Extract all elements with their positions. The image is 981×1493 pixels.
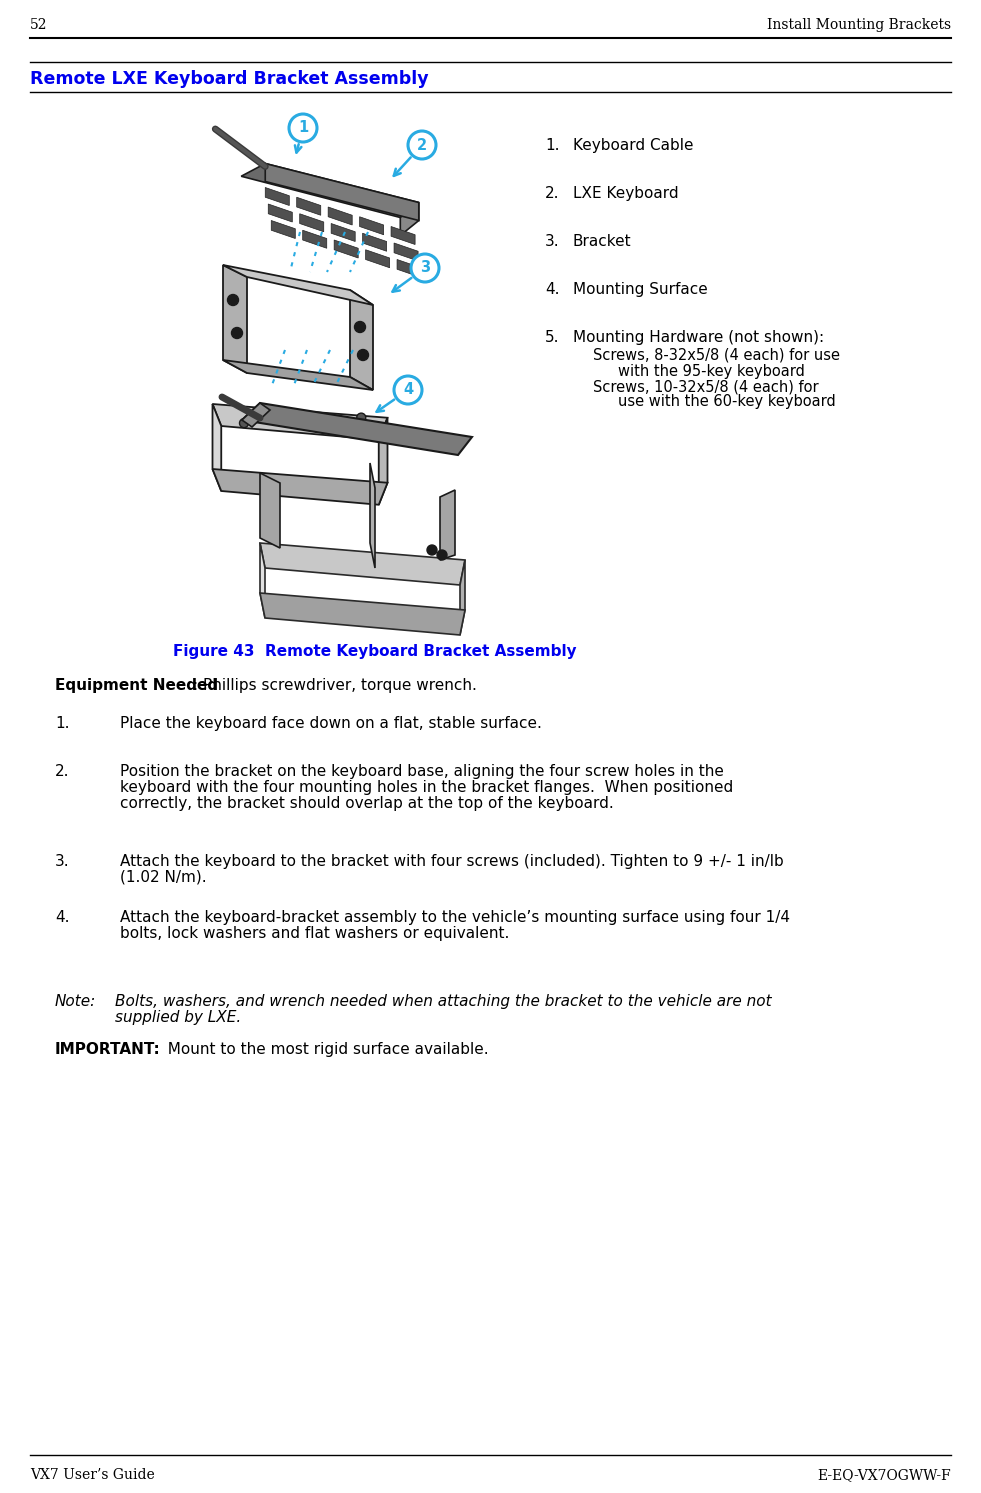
Circle shape: [232, 327, 242, 339]
Circle shape: [408, 131, 436, 158]
Text: 4.: 4.: [545, 282, 559, 297]
Text: bolts, lock washers and flat washers or equivalent.: bolts, lock washers and flat washers or …: [120, 926, 509, 941]
Text: supplied by LXE.: supplied by LXE.: [115, 1009, 241, 1026]
Circle shape: [427, 545, 437, 555]
Circle shape: [354, 321, 366, 333]
Text: IMPORTANT:: IMPORTANT:: [55, 1042, 161, 1057]
Polygon shape: [335, 240, 358, 258]
Text: Figure 43  Remote Keyboard Bracket Assembly: Figure 43 Remote Keyboard Bracket Assemb…: [174, 643, 577, 658]
Polygon shape: [265, 188, 289, 206]
Text: Keyboard Cable: Keyboard Cable: [573, 137, 694, 152]
Polygon shape: [397, 260, 421, 278]
Circle shape: [394, 376, 422, 405]
Polygon shape: [260, 473, 280, 548]
Polygon shape: [223, 264, 247, 373]
Text: Place the keyboard face down on a flat, stable surface.: Place the keyboard face down on a flat, …: [120, 717, 542, 732]
Polygon shape: [460, 560, 465, 635]
Text: Attach the keyboard to the bracket with four screws (included). Tighten to 9 +/-: Attach the keyboard to the bracket with …: [120, 854, 784, 869]
Text: E-EQ-VX7OGWW-F: E-EQ-VX7OGWW-F: [817, 1468, 951, 1483]
Text: 4.: 4.: [55, 911, 70, 926]
Text: Mounting Hardware (not shown):: Mounting Hardware (not shown):: [573, 330, 824, 345]
Polygon shape: [300, 213, 324, 231]
Polygon shape: [260, 543, 465, 585]
Circle shape: [228, 294, 238, 306]
Polygon shape: [440, 490, 455, 560]
Polygon shape: [391, 227, 415, 245]
Text: : Phillips screwdriver, torque wrench.: : Phillips screwdriver, torque wrench.: [193, 678, 477, 693]
Polygon shape: [366, 249, 389, 267]
Text: Note:: Note:: [55, 994, 96, 1009]
Circle shape: [357, 414, 366, 423]
Polygon shape: [223, 264, 373, 305]
Polygon shape: [213, 405, 222, 491]
Text: (1.02 N/m).: (1.02 N/m).: [120, 870, 207, 885]
Polygon shape: [379, 418, 387, 505]
Circle shape: [239, 418, 248, 427]
Polygon shape: [268, 205, 292, 222]
Polygon shape: [303, 230, 327, 248]
Polygon shape: [360, 216, 384, 234]
Polygon shape: [241, 164, 419, 218]
Circle shape: [289, 113, 317, 142]
Text: LXE Keyboard: LXE Keyboard: [573, 187, 679, 202]
Text: Remote LXE Keyboard Bracket Assembly: Remote LXE Keyboard Bracket Assembly: [30, 70, 429, 88]
Text: 52: 52: [30, 18, 47, 31]
Text: Install Mounting Brackets: Install Mounting Brackets: [767, 18, 951, 31]
Circle shape: [317, 415, 326, 424]
Polygon shape: [332, 224, 355, 242]
Text: 2.: 2.: [545, 187, 559, 202]
Polygon shape: [213, 405, 387, 440]
Text: Mount to the most rigid surface available.: Mount to the most rigid surface availabl…: [158, 1042, 489, 1057]
Text: Position the bracket on the keyboard base, aligning the four screw holes in the: Position the bracket on the keyboard bas…: [120, 764, 724, 779]
Text: Bolts, washers, and wrench needed when attaching the bracket to the vehicle are : Bolts, washers, and wrench needed when a…: [115, 994, 772, 1009]
Polygon shape: [242, 403, 270, 427]
Text: Screws, 10-32x5/8 (4 each) for: Screws, 10-32x5/8 (4 each) for: [593, 381, 818, 396]
Text: Equipment Needed: Equipment Needed: [55, 678, 218, 693]
Polygon shape: [363, 233, 387, 251]
Text: correctly, the bracket should overlap at the top of the keyboard.: correctly, the bracket should overlap at…: [120, 796, 614, 811]
Polygon shape: [400, 203, 419, 236]
Circle shape: [411, 254, 439, 282]
Text: keyboard with the four mounting holes in the bracket flanges.  When positioned: keyboard with the four mounting holes in…: [120, 779, 733, 794]
Text: 5.: 5.: [545, 330, 559, 345]
Polygon shape: [350, 290, 373, 390]
Text: 4: 4: [403, 382, 413, 397]
Text: 3.: 3.: [545, 234, 559, 249]
Text: Bracket: Bracket: [573, 234, 632, 249]
Circle shape: [437, 549, 447, 560]
Polygon shape: [296, 197, 321, 215]
Polygon shape: [260, 543, 265, 618]
Polygon shape: [370, 463, 375, 567]
Text: with the 95-key keyboard: with the 95-key keyboard: [618, 364, 804, 379]
Text: 1.: 1.: [545, 137, 559, 152]
Circle shape: [357, 349, 369, 360]
Text: Attach the keyboard-bracket assembly to the vehicle’s mounting surface using fou: Attach the keyboard-bracket assembly to …: [120, 911, 790, 926]
Text: Screws, 8-32x5/8 (4 each) for use: Screws, 8-32x5/8 (4 each) for use: [593, 348, 840, 363]
Polygon shape: [272, 221, 295, 239]
Polygon shape: [394, 243, 418, 261]
Text: Mounting Surface: Mounting Surface: [573, 282, 707, 297]
Polygon shape: [223, 360, 373, 390]
Text: 1: 1: [298, 121, 308, 136]
Text: 1.: 1.: [55, 717, 70, 732]
Text: 3.: 3.: [55, 854, 70, 869]
Polygon shape: [260, 593, 465, 635]
Text: 3: 3: [420, 260, 430, 276]
Polygon shape: [242, 403, 472, 455]
Polygon shape: [213, 469, 387, 505]
Text: VX7 User’s Guide: VX7 User’s Guide: [30, 1468, 155, 1483]
Circle shape: [278, 417, 287, 426]
Polygon shape: [265, 164, 419, 221]
Polygon shape: [329, 208, 352, 225]
Text: use with the 60-key keyboard: use with the 60-key keyboard: [618, 394, 836, 409]
Text: 2.: 2.: [55, 764, 70, 779]
Text: 2: 2: [417, 137, 427, 152]
